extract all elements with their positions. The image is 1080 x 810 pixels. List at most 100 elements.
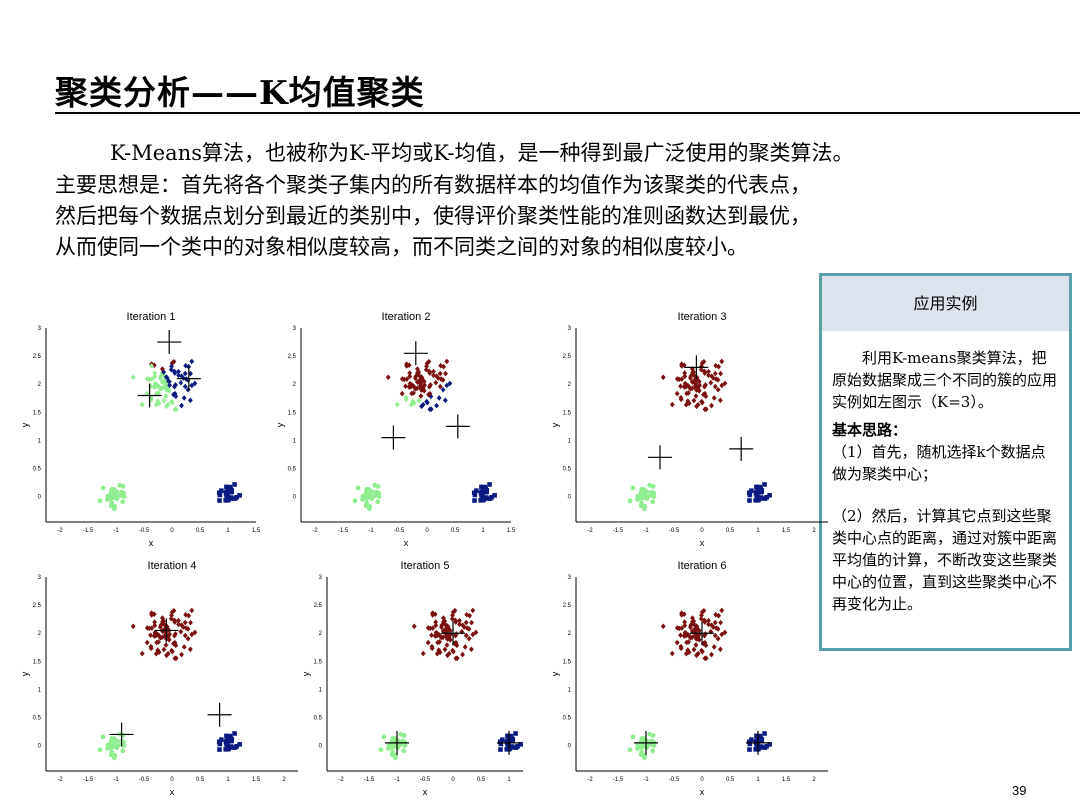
x-tick-label: 0 <box>700 528 704 534</box>
data-point <box>717 646 723 653</box>
centroid-marker <box>137 383 162 408</box>
x-tick-label: 1 <box>226 528 230 534</box>
data-point <box>378 747 384 753</box>
data-point <box>217 747 222 752</box>
data-point <box>120 748 126 754</box>
data-point <box>483 488 488 494</box>
data-point <box>185 635 191 642</box>
data-point <box>754 733 759 739</box>
data-point <box>178 379 184 386</box>
data-point <box>183 611 189 618</box>
data-point <box>172 370 178 376</box>
data-point <box>513 745 519 750</box>
data-point <box>681 362 687 369</box>
data-point <box>757 484 763 490</box>
data-point <box>389 752 395 758</box>
x-tick-label: -2 <box>587 528 593 534</box>
data-point <box>416 369 422 375</box>
data-point <box>427 370 433 376</box>
data-point <box>487 482 492 487</box>
data-point <box>683 401 689 408</box>
data-point <box>148 643 154 650</box>
data-point <box>355 485 361 491</box>
data-point <box>749 488 754 493</box>
data-point <box>454 631 459 637</box>
data-point <box>404 363 410 369</box>
y-tick-label: 2.5 <box>563 603 572 609</box>
data-point <box>443 370 448 377</box>
x-tick-label: -2 <box>57 528 63 534</box>
data-point <box>674 639 680 646</box>
x-tick-label: 1.5 <box>782 528 791 534</box>
data-point <box>754 492 759 498</box>
y-tick-label: 0 <box>38 495 42 501</box>
y-tick-label: 0.5 <box>33 716 42 722</box>
x-tick-label: -1.5 <box>338 528 349 534</box>
data-point <box>167 631 172 638</box>
data-point <box>463 619 469 626</box>
data-point <box>159 379 165 385</box>
data-point <box>434 632 440 639</box>
y-tick-label: 0.5 <box>314 716 323 722</box>
x-tick-label: -0.5 <box>139 528 150 534</box>
centroid-marker <box>154 618 179 643</box>
data-point <box>413 386 418 392</box>
data-point <box>444 382 450 389</box>
example-sidebox: 应用实例 利用K-means聚类算法，把原始数据聚成三个不同的簇的应用实例如左图… <box>819 273 1072 651</box>
data-point <box>403 383 408 390</box>
centroid-marker <box>684 355 709 380</box>
plot-title: Iteration 6 <box>678 560 727 572</box>
data-point <box>758 495 764 500</box>
data-point <box>693 387 699 393</box>
data-point <box>182 383 188 390</box>
data-point <box>192 380 198 387</box>
data-point <box>438 362 444 369</box>
x-tick-label: 0 <box>451 777 455 783</box>
y-tick-label: 1 <box>568 438 572 444</box>
data-point <box>694 633 700 640</box>
data-point <box>703 631 708 637</box>
data-point <box>227 733 233 739</box>
sidebox-intro: 利用K-means聚类算法，把原始数据聚成三个不同的簇的应用实例如左图示（K=3… <box>832 349 1058 411</box>
data-point <box>121 494 127 499</box>
data-point <box>130 374 136 381</box>
x-axis-label: x <box>423 787 428 797</box>
y-tick-label: 3 <box>319 575 323 581</box>
x-tick-label: -1.5 <box>364 777 375 783</box>
data-point <box>651 743 657 748</box>
y-tick-label: 1.5 <box>314 659 323 665</box>
y-axis-label: y <box>550 671 560 676</box>
paragraph-line: 然后把每个数据点划分到最近的类别中，使得评价聚类性能的准则函数达到最优， <box>55 204 811 228</box>
x-axis-label: x <box>404 538 409 548</box>
data-point <box>139 650 145 657</box>
data-point <box>682 373 688 380</box>
paragraph-line: 主要思想是：首先将各个聚类子集内的所有数据样本的均值作为该聚类的代表点， <box>55 173 811 197</box>
data-point <box>722 629 728 636</box>
y-tick-label: 2 <box>293 382 297 388</box>
data-point <box>179 373 185 379</box>
x-tick-label: 0 <box>700 777 704 783</box>
data-point <box>706 372 711 379</box>
x-tick-label: -1.5 <box>613 528 624 534</box>
data-point <box>189 358 195 365</box>
data-point <box>161 369 167 375</box>
data-point <box>660 623 666 630</box>
data-point <box>715 386 721 393</box>
y-tick-label: 1.5 <box>33 410 42 416</box>
y-axis-label: y <box>550 422 560 427</box>
data-point <box>693 642 699 648</box>
data-point <box>468 646 474 653</box>
y-tick-label: 1 <box>319 687 323 693</box>
y-tick-label: 0.5 <box>33 467 42 473</box>
data-point <box>461 624 467 630</box>
y-tick-label: 0 <box>568 744 572 750</box>
data-point <box>232 496 238 501</box>
data-point <box>164 403 169 410</box>
data-point <box>678 643 684 650</box>
data-point <box>368 489 374 495</box>
data-point <box>156 649 162 656</box>
x-tick-label: 1.5 <box>252 777 261 783</box>
data-point <box>153 401 159 408</box>
data-point <box>479 484 484 490</box>
y-tick-label: 3 <box>568 575 572 581</box>
